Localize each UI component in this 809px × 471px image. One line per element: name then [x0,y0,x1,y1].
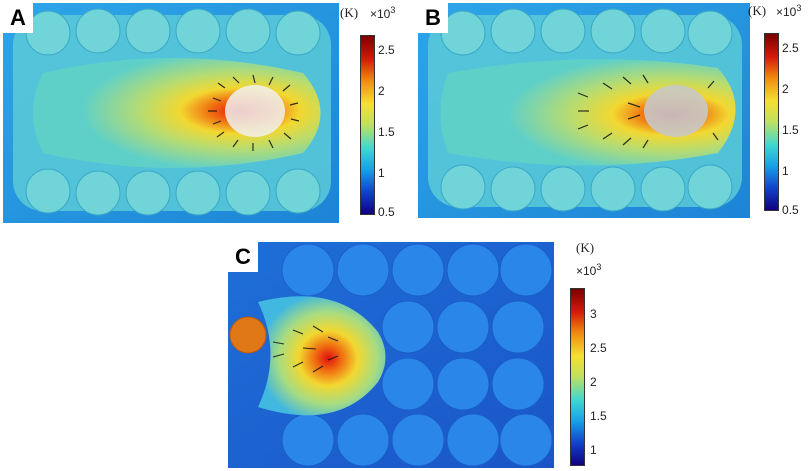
colorbar-tick-b-0: 2.5 [782,41,799,55]
colorbar-unit-b: (K) [748,3,767,18]
colorbar-gradient-c [570,288,585,466]
colorbar-unit-a: (K) [340,5,359,20]
colorbar-tick-b-2: 1.5 [782,123,799,137]
colorbar-tick-c-0: 3 [590,307,597,321]
panel-label-c: C [228,242,258,272]
panel-label-b: B [418,3,448,33]
colorbar-tick-c-1: 2.5 [590,341,607,355]
panel-b-image: B [418,3,750,218]
panel-a-image: A [3,3,339,223]
colorbar-tick-a-4: 0.5 [378,205,395,219]
colorbar-tick-a-1: 2 [378,84,385,98]
colorbar-tick-c-3: 1.5 [590,409,607,423]
colorbar-multiplier-a: ×103 [370,5,396,21]
panel-label-a: A [3,3,33,33]
colorbar-a: (K) ×103 2.5 2 1.5 1 0.5 [340,3,406,223]
colorbar-b: (K) ×103 2.5 2 1.5 1 0.5 [748,3,809,223]
colorbar-tick-a-2: 1.5 [378,125,395,139]
colorbar-tick-b-1: 2 [782,82,789,96]
colorbar-tick-c-2: 2 [590,375,597,389]
colorbar-tick-b-3: 1 [782,164,789,178]
colorbar-tick-a-0: 2.5 [378,43,395,57]
panel-c-image: C [228,242,554,468]
colorbar-multiplier-c: ×103 [576,262,602,278]
colorbar-c: (K) ×103 3 2.5 2 1.5 1 [556,240,626,468]
colorbar-tick-a-3: 1 [378,166,385,180]
colorbar-gradient-a [360,35,375,215]
colorbar-tick-c-4: 1 [590,443,597,457]
colorbar-gradient-b [764,33,779,211]
colorbar-tick-b-4: 0.5 [782,203,799,217]
colorbar-multiplier-b: ×103 [776,3,802,19]
colorbar-unit-c: (K) [576,240,595,255]
